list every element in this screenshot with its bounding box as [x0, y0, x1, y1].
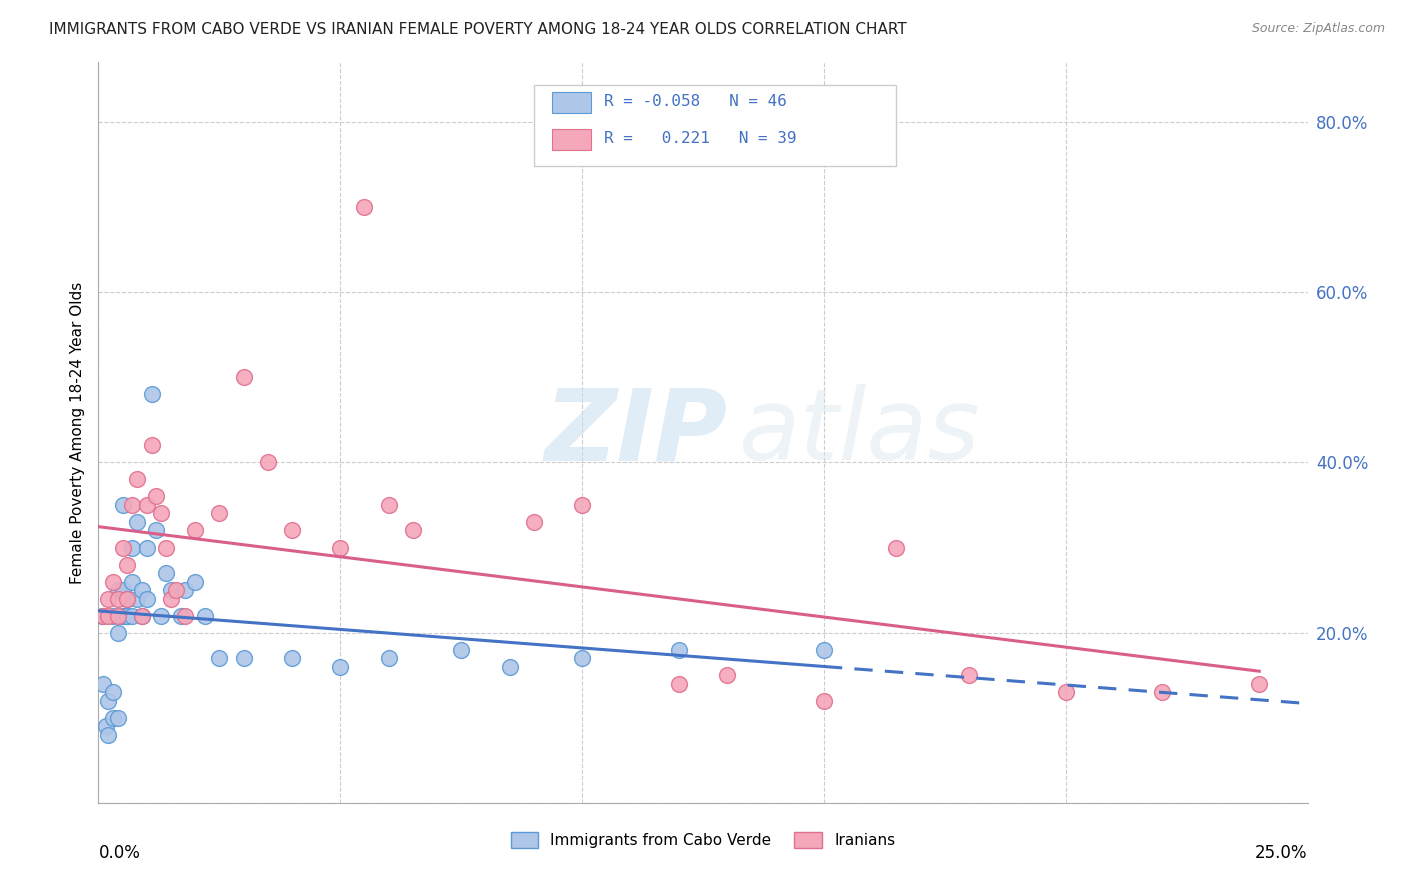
Point	[131, 608, 153, 623]
Text: ZIP: ZIP	[544, 384, 727, 481]
Point	[111, 541, 134, 555]
Point	[194, 608, 217, 623]
Text: IMMIGRANTS FROM CABO VERDE VS IRANIAN FEMALE POVERTY AMONG 18-24 YEAR OLDS CORRE: IMMIGRANTS FROM CABO VERDE VS IRANIAN FE…	[49, 22, 907, 37]
Point	[97, 694, 120, 708]
Point	[377, 651, 399, 665]
Point	[91, 608, 114, 623]
Point	[450, 642, 472, 657]
Point	[117, 608, 139, 623]
Point	[121, 608, 143, 623]
Point	[1152, 685, 1174, 699]
Point	[716, 668, 738, 682]
Point	[329, 541, 352, 555]
Point	[135, 498, 157, 512]
Text: 0.0%: 0.0%	[98, 844, 141, 862]
Point	[131, 608, 153, 623]
FancyBboxPatch shape	[534, 85, 897, 166]
Point	[101, 685, 124, 699]
Point	[160, 582, 183, 597]
Point	[150, 608, 173, 623]
Point	[402, 524, 425, 538]
Point	[97, 591, 120, 606]
FancyBboxPatch shape	[551, 92, 591, 112]
Point	[184, 574, 207, 589]
Point	[571, 498, 593, 512]
Point	[1054, 685, 1077, 699]
Point	[101, 574, 124, 589]
Y-axis label: Female Poverty Among 18-24 Year Olds: Female Poverty Among 18-24 Year Olds	[69, 282, 84, 583]
Point	[117, 608, 139, 623]
Point	[91, 608, 114, 623]
Point	[150, 507, 173, 521]
Point	[155, 541, 177, 555]
Point	[121, 574, 143, 589]
Point	[886, 541, 908, 555]
Point	[165, 582, 187, 597]
Point	[131, 582, 153, 597]
FancyBboxPatch shape	[551, 129, 591, 150]
Point	[111, 498, 134, 512]
Point	[107, 711, 129, 725]
Point	[668, 642, 690, 657]
Point	[107, 625, 129, 640]
Point	[101, 608, 124, 623]
Point	[101, 711, 124, 725]
Point	[127, 515, 149, 529]
Point	[281, 651, 304, 665]
Point	[145, 524, 167, 538]
Point	[121, 541, 143, 555]
Point	[117, 558, 139, 572]
Text: 25.0%: 25.0%	[1256, 844, 1308, 862]
Point	[97, 728, 120, 742]
Point	[111, 608, 134, 623]
Point	[127, 472, 149, 486]
Point	[155, 566, 177, 580]
Text: atlas: atlas	[740, 384, 981, 481]
Point	[813, 694, 835, 708]
Point	[117, 591, 139, 606]
Point	[160, 591, 183, 606]
Point	[813, 642, 835, 657]
Point	[232, 651, 254, 665]
Point	[97, 608, 120, 623]
Point	[127, 591, 149, 606]
Point	[281, 524, 304, 538]
Point	[145, 490, 167, 504]
Point	[121, 498, 143, 512]
Point	[1249, 676, 1271, 690]
Legend: Immigrants from Cabo Verde, Iranians: Immigrants from Cabo Verde, Iranians	[505, 826, 901, 855]
Point	[107, 582, 129, 597]
Point	[353, 200, 375, 214]
Text: R =   0.221   N = 39: R = 0.221 N = 39	[603, 130, 796, 145]
Point	[498, 659, 520, 673]
Point	[523, 515, 546, 529]
Point	[232, 370, 254, 384]
Point	[957, 668, 980, 682]
Point	[668, 676, 690, 690]
Point	[135, 591, 157, 606]
Point	[111, 582, 134, 597]
Point	[174, 608, 197, 623]
Text: R = -0.058   N = 46: R = -0.058 N = 46	[603, 94, 787, 109]
Point	[377, 498, 399, 512]
Point	[107, 608, 129, 623]
Point	[571, 651, 593, 665]
Point	[169, 608, 191, 623]
Point	[174, 582, 197, 597]
Point	[208, 507, 231, 521]
Point	[141, 387, 163, 401]
Point	[111, 608, 134, 623]
Point	[184, 524, 207, 538]
Point	[141, 438, 163, 452]
Point	[107, 591, 129, 606]
Point	[135, 541, 157, 555]
Point	[94, 719, 117, 733]
Point	[91, 676, 114, 690]
Point	[256, 455, 278, 469]
Point	[117, 591, 139, 606]
Point	[329, 659, 352, 673]
Point	[208, 651, 231, 665]
Text: Source: ZipAtlas.com: Source: ZipAtlas.com	[1251, 22, 1385, 36]
